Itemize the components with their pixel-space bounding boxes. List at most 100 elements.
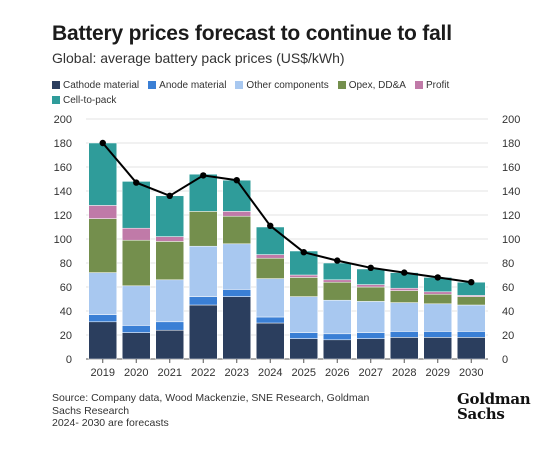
bar-segment-cathode xyxy=(256,322,285,360)
bar-segment-anode xyxy=(155,321,184,331)
bar-segment-cathode xyxy=(323,339,352,360)
price-line-point xyxy=(367,264,374,271)
price-line-point xyxy=(401,269,408,276)
y-tick-label-left: 0 xyxy=(66,354,72,366)
bar-segment-cathode xyxy=(122,332,151,360)
x-tick-label: 2026 xyxy=(325,367,349,379)
bar-segment-profit xyxy=(323,279,352,283)
bar-segment-opex xyxy=(222,215,251,245)
legend-item-profit: Profit xyxy=(414,78,450,93)
bar-segment-profit xyxy=(356,284,385,288)
y-tick-label-right: 120 xyxy=(502,210,520,222)
bar-segment-cathode xyxy=(423,337,452,360)
y-tick-label-left: 120 xyxy=(54,210,72,222)
logo-line-2: Sachs xyxy=(457,405,505,423)
bar-segment-profit xyxy=(88,205,117,219)
bar-segment-anode xyxy=(323,333,352,341)
bar-segment-cathode xyxy=(457,337,486,360)
x-tick-label: 2029 xyxy=(426,367,450,379)
price-line-point xyxy=(166,192,173,199)
bar-segment-profit xyxy=(122,227,151,241)
legend-label: Profit xyxy=(425,80,450,91)
x-tick-label: 2020 xyxy=(124,367,148,379)
legend-swatch xyxy=(235,81,244,89)
y-tick-label-right: 200 xyxy=(502,114,520,126)
legend-label: Cell-to-pack xyxy=(63,95,117,106)
bar-segment-anode xyxy=(356,332,385,339)
bar-segment-opex xyxy=(189,211,218,247)
x-tick-label: 2025 xyxy=(292,367,316,379)
bar-segment-anode xyxy=(457,331,486,338)
goldman-sachs-logo: Goldman Sachs xyxy=(457,392,531,423)
y-tick-label-right: 180 xyxy=(502,138,520,150)
x-tick-label: 2022 xyxy=(191,367,215,379)
bar-segment-anode xyxy=(88,314,117,323)
legend-label: Other components xyxy=(246,80,329,91)
bar-segment-ctp xyxy=(256,226,285,255)
y-tick-label-right: 160 xyxy=(502,162,520,174)
bar-segment-ctp xyxy=(323,262,352,281)
bar-segment-profit xyxy=(155,236,184,242)
legend-swatch xyxy=(52,96,60,104)
bar-segment-opex xyxy=(457,296,486,306)
x-tick-label: 2019 xyxy=(91,367,115,379)
bar-segment-opex xyxy=(122,239,151,287)
x-tick-label: 2027 xyxy=(359,367,383,379)
price-line-point xyxy=(267,222,274,229)
bar-segment-anode xyxy=(390,331,419,338)
price-line-point xyxy=(99,139,106,147)
bar-segment-cathode xyxy=(222,296,251,360)
y-tick-label-right: 100 xyxy=(502,234,520,246)
bar-segment-cathode xyxy=(155,329,184,360)
bar-segment-cathode xyxy=(189,304,218,360)
price-line-point xyxy=(334,257,341,264)
y-tick-label-left: 60 xyxy=(60,282,72,294)
x-tick-label: 2023 xyxy=(225,367,249,379)
bar-segment-ctp xyxy=(155,195,184,237)
x-tick-label: 2028 xyxy=(392,367,416,379)
legend-swatch xyxy=(337,81,346,89)
price-line xyxy=(101,142,472,284)
bar-segment-other xyxy=(390,302,419,332)
bar-segment-cathode xyxy=(88,321,117,360)
bar-segment-other xyxy=(423,303,452,332)
bar-segment-ctp xyxy=(222,179,251,212)
bar-segment-opex xyxy=(289,277,318,297)
y-tick-label-right: 0 xyxy=(502,354,508,366)
chart-subtitle: Global: average battery pack prices (US$… xyxy=(52,50,345,66)
bar-segment-opex xyxy=(323,281,352,301)
legend-item-anode: Anode material xyxy=(148,78,226,93)
source-line: Source: Company data, Wood Mackenzie, SN… xyxy=(52,392,370,417)
y-tick-label-left: 20 xyxy=(60,330,72,342)
legend-swatch xyxy=(52,81,60,89)
legend-item-cathode: Cathode material xyxy=(52,78,139,93)
forecast-note: 2024- 2030 are forecasts xyxy=(52,417,169,429)
bar-segment-anode xyxy=(189,296,218,306)
bar-segment-opex xyxy=(88,218,117,273)
y-tick-label-right: 60 xyxy=(502,282,514,294)
y-tick-label-left: 200 xyxy=(54,114,72,126)
legend-item-other: Other components xyxy=(235,78,329,93)
bar-segment-ctp xyxy=(122,181,151,229)
y-tick-label-left: 100 xyxy=(54,234,72,246)
bar-segment-anode xyxy=(122,325,151,333)
x-tick-label: 2021 xyxy=(158,367,182,379)
bar-segment-cathode xyxy=(390,337,419,360)
bar-segment-anode xyxy=(256,316,285,324)
bar-segment-other xyxy=(256,278,285,318)
bar-segment-opex xyxy=(256,257,285,279)
bar-segment-ctp xyxy=(189,173,218,212)
y-tick-label-right: 80 xyxy=(502,258,514,270)
bar-segment-profit xyxy=(256,254,285,259)
bar-segment-other xyxy=(289,296,318,333)
bar-segment-other xyxy=(189,245,218,297)
bar-segment-other xyxy=(122,285,151,326)
bar-segment-anode xyxy=(423,331,452,338)
legend-label: Anode material xyxy=(159,80,227,91)
legend-swatch xyxy=(414,81,423,89)
legend-item-ctp: Cell-to-pack xyxy=(52,93,116,108)
price-line-point xyxy=(133,179,140,186)
y-tick-label-left: 160 xyxy=(54,162,72,174)
y-tick-label-left: 40 xyxy=(60,306,72,318)
